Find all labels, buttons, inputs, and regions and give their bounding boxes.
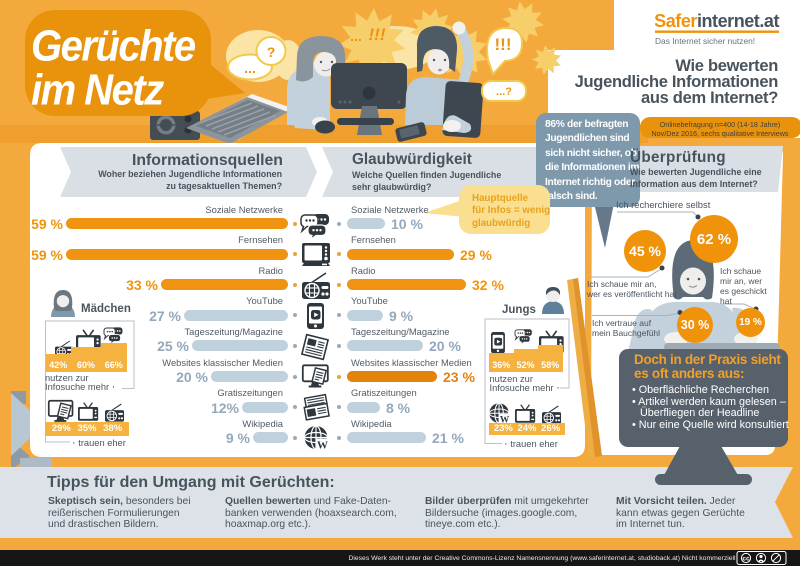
svg-text:...: ... <box>350 28 362 44</box>
svg-text:!!!: !!! <box>495 35 512 54</box>
svg-text:...?: ...? <box>496 86 512 98</box>
svg-text:?: ? <box>267 44 276 60</box>
svg-text:!!!: !!! <box>369 25 386 44</box>
svg-text:cc: cc <box>742 556 750 563</box>
svg-text:...: ... <box>244 60 256 76</box>
